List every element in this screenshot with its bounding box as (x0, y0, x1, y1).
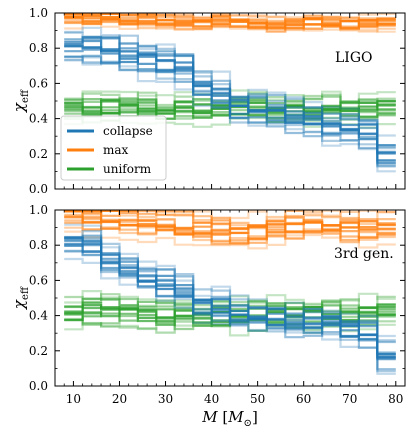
x-tick-label: 40 (204, 392, 219, 406)
series-line-3rd-gen-0-10 (64, 209, 396, 230)
y-tick-label: 0.0 (29, 379, 48, 393)
legend-label-collapse: collapse (103, 124, 153, 138)
x-tick-label: 80 (388, 392, 403, 406)
legend-label-uniform: uniform (103, 162, 152, 176)
y-tick-label: 0.6 (29, 273, 48, 287)
y-tick-label: 0.4 (29, 112, 48, 126)
panel-3rd-gen: 3rd gen. 10 20 30 40 50 60 70 80 0.0 0.2 0.4 0.6 0.8… (29, 203, 406, 406)
panel-label-3rd-gen: 3rd gen. (334, 246, 394, 262)
y-axis-label-top: χeff (10, 89, 31, 113)
y-axis-label-bottom: χeff (10, 286, 31, 310)
y-tick-label: 1.0 (29, 6, 48, 20)
y-tick-label: 0.4 (29, 309, 48, 323)
x-tick-label: 60 (296, 392, 311, 406)
y-tick-label: 0.2 (29, 344, 48, 358)
panel-ligo: collapse max uniform LIGO 0.0 0.2 0.4 0.6 0.8 1… (29, 6, 406, 196)
series-line-ligo-2-9 (64, 36, 396, 155)
legend: collapse max uniform (60, 115, 167, 181)
series-line-ligo-2-10 (64, 35, 396, 148)
y-tick-label: 1.0 (29, 203, 48, 217)
series-line-3rd-gen-2-10 (64, 235, 396, 344)
x-tick-label: 70 (342, 392, 357, 406)
bottom-series-group (64, 209, 396, 375)
bottom-axis-ticks: 10 20 30 40 50 60 70 80 0.0 0.2 0.4 0.6 0.8 1.0 (29, 203, 406, 406)
y-tick-label: 0.8 (29, 41, 48, 55)
y-tick-label: 0.8 (29, 238, 48, 252)
x-axis-label: M [M⊙] (201, 408, 258, 429)
panel-label-ligo: LIGO (335, 50, 373, 66)
series-line-3rd-gen-2-12 (64, 223, 396, 338)
series-line-3rd-gen-0-9 (64, 209, 396, 230)
x-tick-label: 20 (112, 392, 127, 406)
top-axis-ticks: 0.0 0.2 0.4 0.6 0.8 1.0 (29, 6, 406, 196)
x-tick-label: 10 (66, 392, 81, 406)
series-line-3rd-gen-0-11 (64, 209, 396, 227)
x-tick-label: 50 (250, 392, 265, 406)
y-tick-label: 0.6 (29, 76, 48, 90)
series-line-3rd-gen-2-9 (64, 234, 396, 354)
series-line-3rd-gen-2-11 (64, 230, 396, 342)
y-tick-label: 0.0 (29, 182, 48, 196)
series-line-ligo-2-12 (64, 26, 396, 137)
x-tick-label: 30 (158, 392, 173, 406)
series-line-ligo-2-11 (64, 31, 396, 150)
y-tick-label: 0.2 (29, 147, 48, 161)
legend-label-max: max (103, 143, 129, 157)
